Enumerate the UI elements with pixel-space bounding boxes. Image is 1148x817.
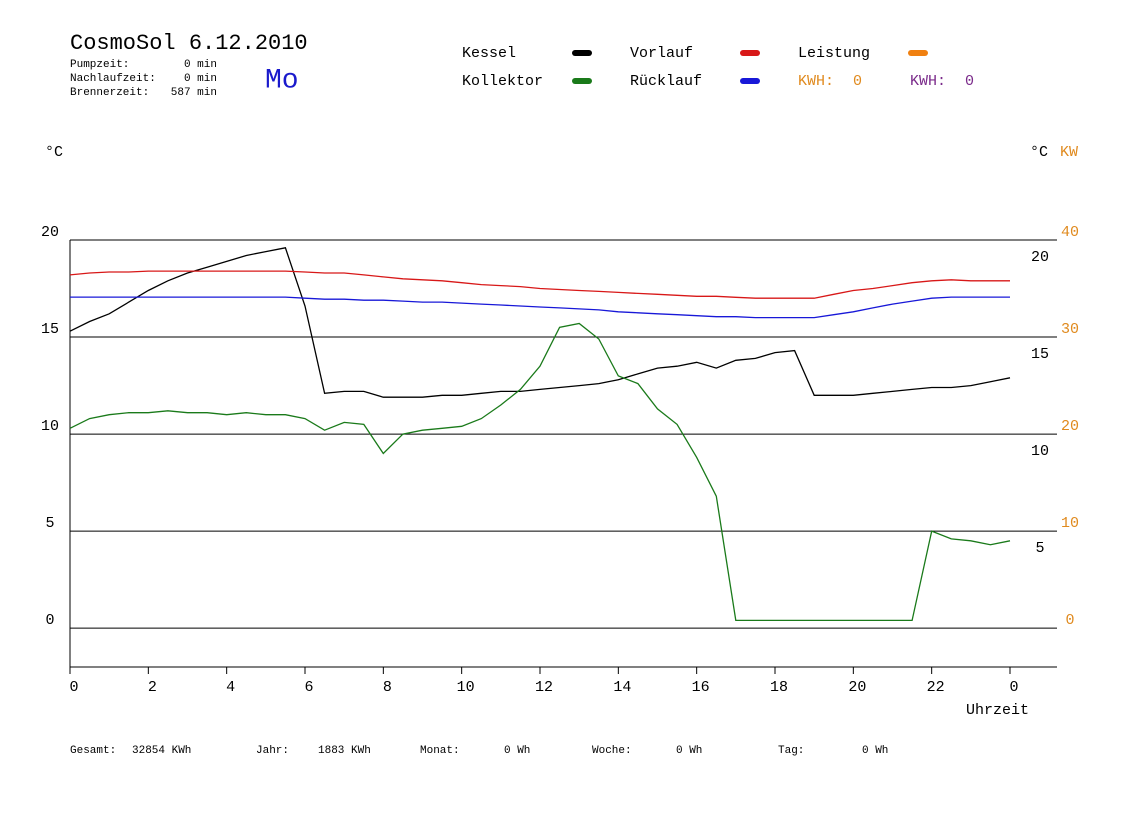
- series-line: [69, 247, 1011, 398]
- day-label: Mo: [265, 65, 299, 96]
- total-value: 32854 KWh: [132, 745, 191, 757]
- stat-value: 0 min: [184, 73, 217, 85]
- y-right-tick-label: 20: [1031, 249, 1049, 266]
- y2-tick-label: 0: [1065, 612, 1074, 629]
- total-label: Gesamt:: [70, 745, 116, 757]
- total-label: Woche:: [592, 745, 632, 757]
- x-tick-label: 18: [770, 679, 788, 696]
- kwh-value: 0: [853, 73, 862, 90]
- total-value: 0 Wh: [862, 745, 888, 757]
- x-tick-label: 2: [148, 679, 157, 696]
- y-tick-label: 0: [45, 612, 54, 629]
- x-tick-label: 10: [457, 679, 475, 696]
- total-value: 0 Wh: [504, 745, 530, 757]
- y2-tick-label: 20: [1061, 418, 1079, 435]
- x-tick-label: 8: [383, 679, 392, 696]
- x-tick-label: 6: [304, 679, 313, 696]
- legend-label: Vorlauf: [630, 45, 693, 62]
- legend-label: Kollektor: [462, 73, 543, 90]
- y2-tick-label: 30: [1061, 321, 1079, 338]
- stat-value: 587 min: [171, 87, 217, 99]
- y2-tick-label: 40: [1061, 224, 1079, 241]
- y-right-tick-label: 15: [1031, 346, 1049, 363]
- legend-label: Leistung: [798, 45, 870, 62]
- series-line: [69, 322, 1011, 622]
- y2-axis-label: KW: [1060, 144, 1078, 161]
- y-tick-label: 20: [41, 224, 59, 241]
- y-right-tick-label: 5: [1035, 540, 1044, 557]
- y-axis-label: °C: [45, 144, 63, 161]
- total-label: Monat:: [420, 745, 460, 757]
- series-line: [70, 296, 1010, 319]
- x-tick-label: 22: [927, 679, 945, 696]
- kwh-label: KWH:: [910, 73, 946, 90]
- stat-label: Nachlaufzeit:: [70, 73, 156, 85]
- legend-label: Rücklauf: [630, 73, 702, 90]
- stat-label: Pumpzeit:: [70, 59, 129, 71]
- y-tick-label: 15: [41, 321, 59, 338]
- x-tick-label: 0: [1009, 679, 1018, 696]
- total-value: 1883 KWh: [318, 745, 371, 757]
- x-axis-label: Uhrzeit: [966, 702, 1029, 719]
- x-tick-label: 20: [848, 679, 866, 696]
- total-label: Jahr:: [256, 745, 289, 757]
- x-tick-label: 16: [692, 679, 710, 696]
- chart-title: CosmoSol 6.12.2010: [70, 31, 308, 56]
- kwh-value: 0: [965, 73, 974, 90]
- total-value: 0 Wh: [676, 745, 702, 757]
- y2-axis-label-c: °C: [1030, 144, 1048, 161]
- legend-label: Kessel: [462, 45, 516, 62]
- y-tick-label: 5: [45, 515, 54, 532]
- y-tick-label: 10: [41, 418, 59, 435]
- stat-label: Brennerzeit:: [70, 87, 149, 99]
- kwh-label: KWH:: [798, 73, 834, 90]
- x-tick-label: 0: [69, 679, 78, 696]
- x-tick-label: 12: [535, 679, 553, 696]
- x-tick-label: 4: [226, 679, 235, 696]
- series-line: [69, 270, 1010, 299]
- y-right-tick-label: 10: [1031, 443, 1049, 460]
- stat-value: 0 min: [184, 59, 217, 71]
- y2-tick-label: 10: [1061, 515, 1079, 532]
- total-label: Tag:: [778, 745, 804, 757]
- x-tick-label: 14: [613, 679, 631, 696]
